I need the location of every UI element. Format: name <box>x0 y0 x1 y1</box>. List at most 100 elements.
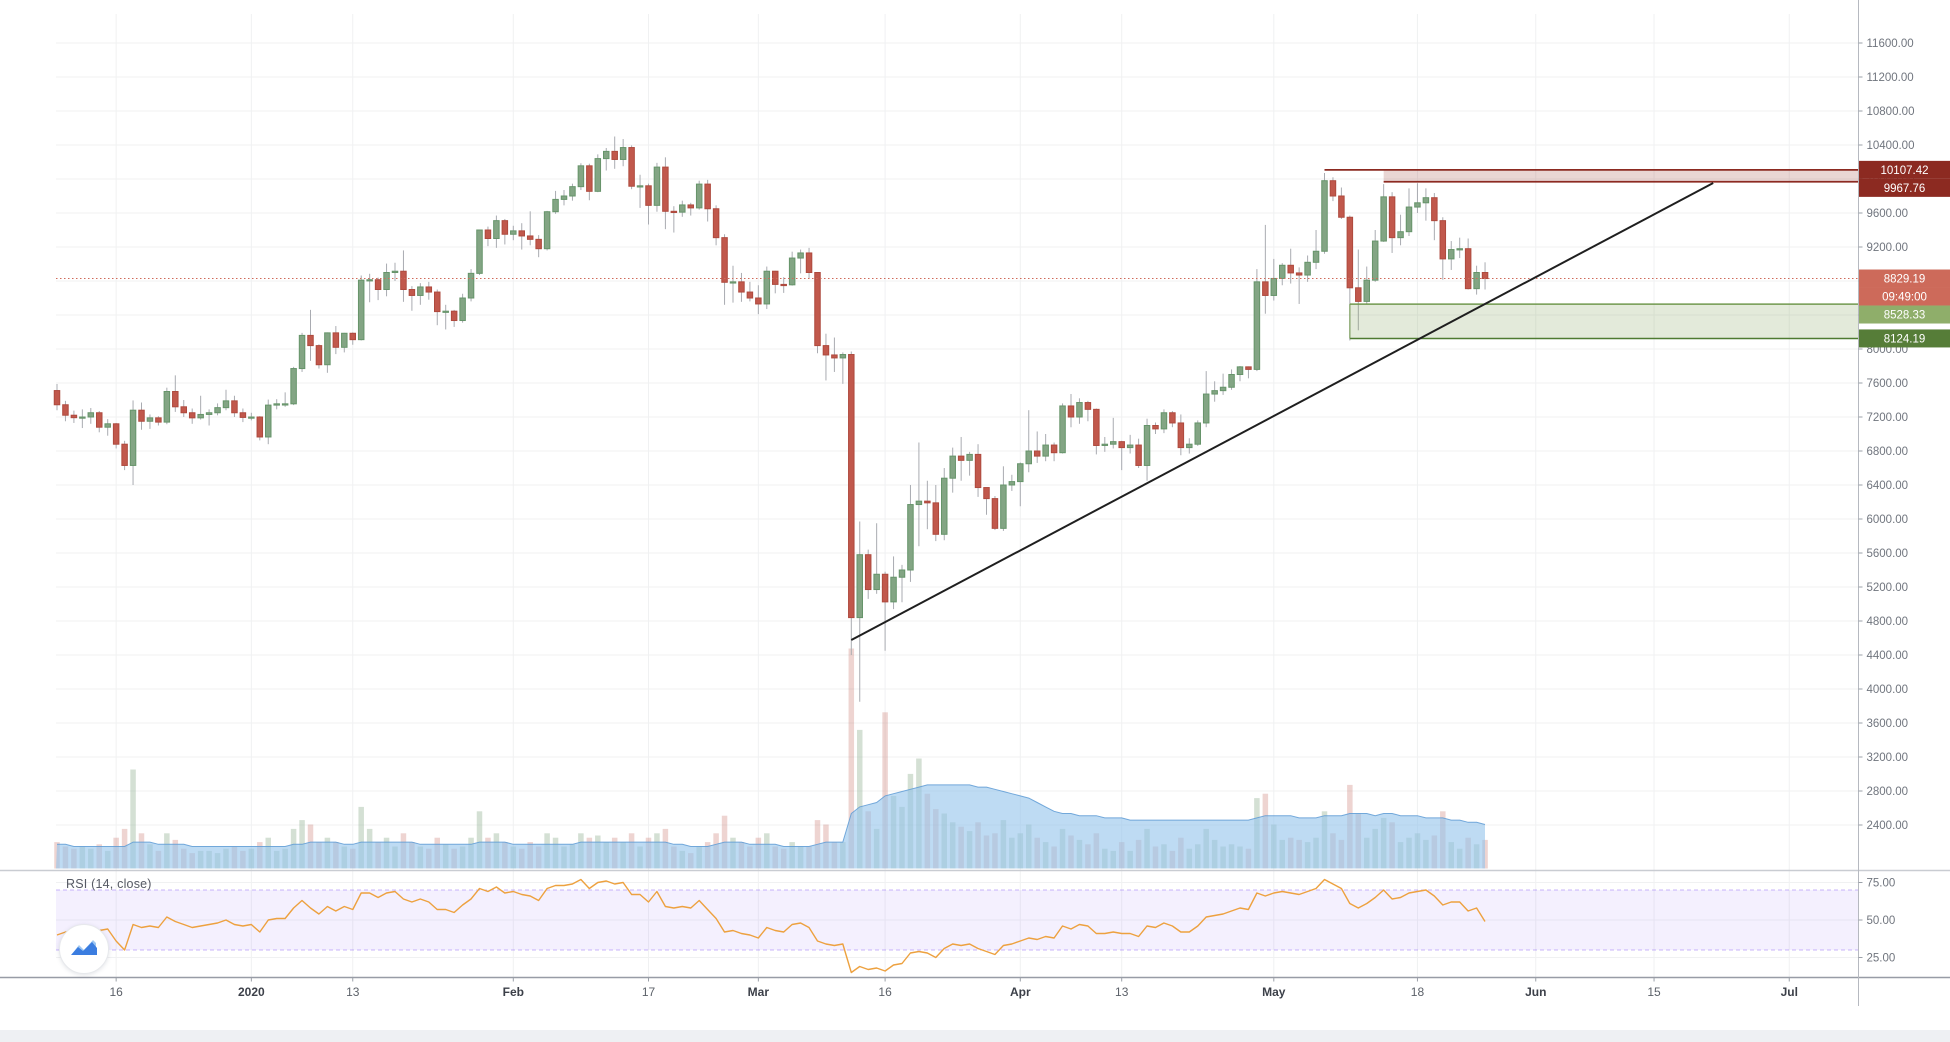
trendline[interactable] <box>850 182 1714 641</box>
time-tick-label: 15 <box>1647 985 1661 999</box>
candle <box>983 487 990 500</box>
trendline-drawing[interactable] <box>850 182 1714 641</box>
tradingview-logo-icon <box>71 940 97 955</box>
candle <box>129 409 137 466</box>
candle <box>552 198 559 213</box>
candle <box>1473 272 1480 290</box>
rsi-line <box>56 878 1486 974</box>
candle <box>1118 441 1125 449</box>
candle <box>70 414 78 419</box>
candle <box>425 286 433 293</box>
candle <box>848 354 855 619</box>
candle <box>1338 195 1345 218</box>
candle <box>569 186 576 197</box>
candle <box>839 354 847 359</box>
candle <box>273 403 280 406</box>
candle <box>1414 202 1421 208</box>
candle <box>53 390 61 406</box>
candle <box>560 195 568 200</box>
candle <box>1431 197 1438 222</box>
support-zone[interactable] <box>1349 303 1859 340</box>
resistance-zone[interactable] <box>1324 168 1859 183</box>
candle <box>121 443 128 466</box>
candle <box>695 183 703 209</box>
rsi-indicator-label: RSI (14, close) <box>66 877 152 891</box>
candle <box>256 416 264 438</box>
volume-ma-area <box>56 784 1486 869</box>
bottom-strip <box>0 1030 1950 1042</box>
candle <box>1279 264 1286 279</box>
time-tick-label: Apr <box>1010 985 1031 999</box>
price-badge-text: 10107.42 <box>1881 165 1929 177</box>
volume-bar <box>1482 839 1488 869</box>
price-tick-label: 5600.00 <box>1867 548 1909 560</box>
candle <box>1219 386 1227 392</box>
candle <box>214 407 221 414</box>
candle <box>619 147 627 160</box>
candle <box>645 185 652 206</box>
candle <box>484 229 492 239</box>
price-axis[interactable] <box>1859 0 1950 977</box>
candle <box>1093 408 1100 446</box>
candle <box>1059 405 1066 454</box>
candle <box>79 416 86 419</box>
candle <box>966 453 973 461</box>
price-tick-label: 3200.00 <box>1867 752 1909 764</box>
candle <box>679 204 686 213</box>
candle <box>1405 206 1413 233</box>
pane-separator-handle[interactable] <box>0 866 1950 875</box>
candle <box>1371 240 1379 281</box>
candle <box>1245 366 1252 370</box>
rsi-tick-label: 25.00 <box>1867 952 1896 964</box>
candle <box>687 204 694 209</box>
price-badge <box>1859 269 1950 288</box>
tradingview-logo[interactable] <box>59 924 109 974</box>
candle <box>172 391 179 408</box>
candle <box>104 423 111 428</box>
candle <box>1067 405 1075 418</box>
candle <box>636 185 644 188</box>
candle <box>1042 444 1049 457</box>
candle <box>163 391 171 423</box>
gridlines <box>56 14 1859 977</box>
candle <box>417 286 424 296</box>
candle <box>662 166 669 212</box>
candle <box>1211 390 1218 395</box>
candle <box>915 500 923 506</box>
price-tick-label: 4800.00 <box>1867 616 1909 628</box>
price-tick-label: 11600.00 <box>1867 38 1914 50</box>
candle <box>772 270 779 285</box>
volume-bar <box>130 769 136 869</box>
candle <box>391 270 399 274</box>
candle <box>1025 450 1032 465</box>
price-badge <box>1859 178 1950 197</box>
candle <box>341 332 348 348</box>
time-tick-label: Mar <box>748 985 770 999</box>
candle <box>62 404 69 416</box>
candle <box>366 279 373 282</box>
candle <box>1177 422 1185 449</box>
price-tick-label: 3600.00 <box>1867 718 1909 730</box>
candle <box>188 412 196 419</box>
volume-bar <box>476 811 483 869</box>
price-badge-text: 8829.19 <box>1884 274 1926 286</box>
candle <box>501 220 509 235</box>
candle <box>1262 281 1269 296</box>
price-badge <box>1859 287 1950 306</box>
candle <box>1380 196 1387 242</box>
price-tick-label: 10400.00 <box>1867 140 1915 152</box>
time-axis[interactable] <box>0 978 1950 1008</box>
time-tick-label: 13 <box>346 985 360 999</box>
candle <box>1186 443 1193 449</box>
price-badge <box>1859 305 1950 324</box>
candle <box>1464 248 1472 290</box>
candle <box>1143 425 1151 466</box>
price-badge <box>1859 329 1950 348</box>
price-axis-badges: 10107.42 9967.76 8829.19 09:49:00 8528.33 812… <box>1859 160 1950 348</box>
candle <box>586 165 593 192</box>
candle <box>476 229 483 274</box>
candle <box>1287 264 1294 274</box>
candle <box>949 455 956 479</box>
candle <box>856 554 863 619</box>
